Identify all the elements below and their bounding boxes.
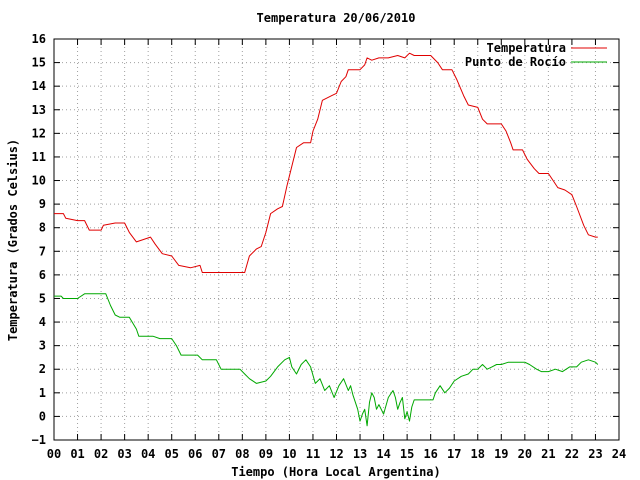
x-tick-label: 12	[329, 447, 343, 461]
y-tick-label: 14	[32, 79, 46, 93]
chart-title: Temperatura 20/06/2010	[257, 11, 416, 25]
x-tick-label: 16	[423, 447, 437, 461]
y-axis-title: Temperatura (Grados Celsius)	[6, 139, 20, 341]
x-tick-label: 11	[306, 447, 320, 461]
y-tick-label: 15	[32, 56, 46, 70]
x-tick-label: 20	[518, 447, 532, 461]
x-tick-label: 19	[494, 447, 508, 461]
y-tick-label: 13	[32, 103, 46, 117]
x-tick-label: 01	[70, 447, 84, 461]
y-tick-label: 2	[39, 362, 46, 376]
x-axis-title: Tiempo (Hora Local Argentina)	[231, 465, 441, 479]
y-tick-label: 11	[32, 150, 46, 164]
x-tick-label: 23	[588, 447, 602, 461]
legend-label-punto-de-rocio: Punto de Rocío	[465, 55, 566, 69]
y-tick-label: 16	[32, 32, 46, 46]
x-tick-label: 21	[541, 447, 555, 461]
x-tick-label: 14	[376, 447, 390, 461]
series-lines	[54, 52, 599, 427]
y-tick-label: 10	[32, 174, 46, 188]
punto-de-rocio-line	[54, 293, 599, 427]
x-tick-label: 18	[471, 447, 485, 461]
x-tick-label: 05	[164, 447, 178, 461]
x-tick-label: 00	[47, 447, 61, 461]
y-tick-label: 6	[39, 268, 46, 282]
x-tick-label: 09	[259, 447, 273, 461]
x-tick-label: 06	[188, 447, 202, 461]
x-tick-label: 03	[117, 447, 131, 461]
x-tick-label: 13	[353, 447, 367, 461]
x-tick-label: 10	[282, 447, 296, 461]
y-tick-label: 12	[32, 126, 46, 140]
y-tick-label: 0	[39, 409, 46, 423]
y-tick-label: −1	[32, 433, 46, 447]
grid	[54, 39, 619, 440]
x-tick-label: 02	[94, 447, 108, 461]
y-tick-label: 9	[39, 197, 46, 211]
y-tick-label: 7	[39, 244, 46, 258]
y-tick-label: 1	[39, 386, 46, 400]
y-tick-label: 8	[39, 221, 46, 235]
x-tick-label: 24	[612, 447, 626, 461]
y-tick-label: 4	[39, 315, 46, 329]
x-tick-label: 17	[447, 447, 461, 461]
temperatura-line	[54, 52, 598, 273]
legend-label-temperatura: Temperatura	[487, 41, 566, 55]
x-tick-label: 04	[141, 447, 155, 461]
x-tick-label: 22	[565, 447, 579, 461]
legend: Temperatura Punto de Rocío	[465, 41, 607, 69]
x-tick-label: 08	[235, 447, 249, 461]
y-tick-label: 5	[39, 291, 46, 305]
x-tick-label: 07	[212, 447, 226, 461]
x-tick-label: 15	[400, 447, 414, 461]
y-tick-label: 3	[39, 339, 46, 353]
